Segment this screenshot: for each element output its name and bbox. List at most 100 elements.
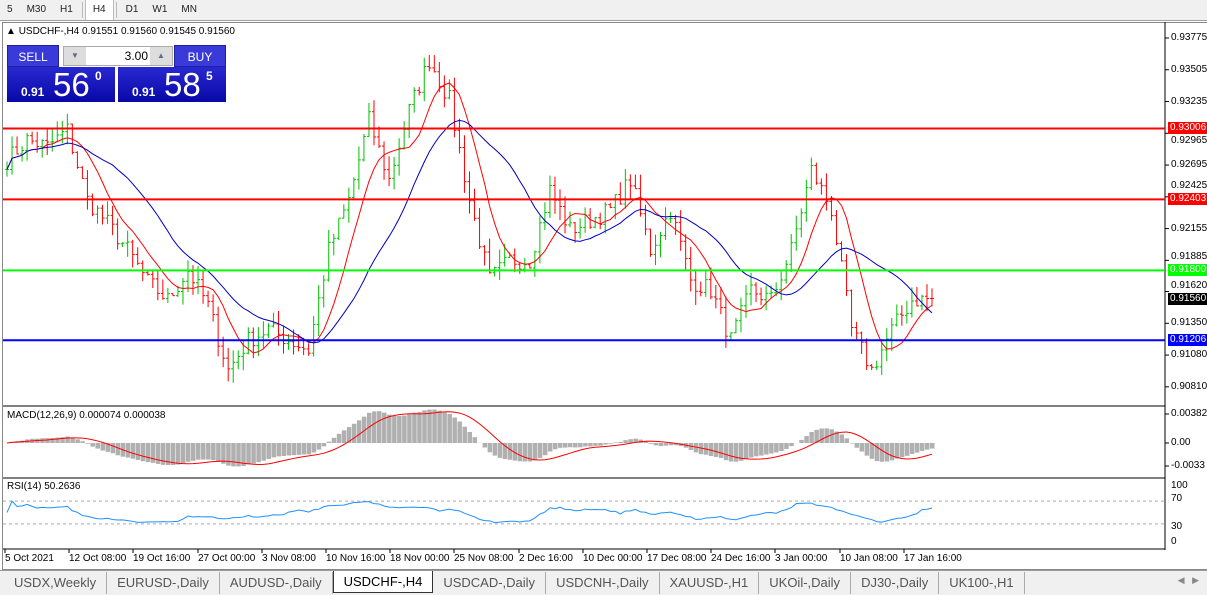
macd-histogram-bar (487, 443, 493, 453)
timeframe-h1[interactable]: H1 (60, 4, 73, 15)
buy-button[interactable]: BUY (174, 45, 226, 67)
macd-histogram-bar (859, 443, 865, 452)
macd-histogram-bar (527, 443, 533, 462)
macd-histogram-bar (517, 443, 523, 462)
macd-histogram-bar (432, 409, 437, 443)
sell-button[interactable]: SELL (7, 45, 59, 67)
price-axis-label: 0.92965 (1171, 135, 1207, 146)
macd-histogram-bar (145, 443, 151, 463)
rsi-line (6, 500, 933, 524)
macd-histogram-bar (663, 443, 669, 446)
time-axis-label: 17 Dec 08:00 (647, 553, 707, 564)
chart-window (2, 22, 1207, 570)
timeframe-mn[interactable]: MN (181, 4, 197, 15)
macd-histogram-bar (150, 443, 156, 463)
tab-ukoil-daily[interactable]: UKOil-,Daily (759, 572, 852, 594)
tab-uk100-h1[interactable]: UK100-,H1 (939, 572, 1025, 594)
macd-histogram-bar (502, 443, 508, 460)
lot-size-field: ▼ ▲ (63, 46, 173, 66)
triangle-up-icon[interactable]: ▲ (6, 26, 16, 37)
tab-eurusd-daily[interactable]: EURUSD-,Daily (107, 572, 220, 594)
lot-increase-icon[interactable]: ▲ (150, 47, 172, 65)
timeframe-m30[interactable]: M30 (26, 4, 47, 15)
macd-histogram-bar (281, 443, 286, 457)
macd-histogram-bar (653, 443, 659, 446)
timeframe-h4[interactable]: H4 (84, 0, 114, 20)
macd-histogram-bar (507, 443, 513, 460)
buy-price[interactable]: 0.91 58 5 (118, 67, 226, 102)
macd-histogram-bar (382, 412, 387, 443)
macd-histogram-bar (356, 420, 362, 443)
timeframe-5[interactable]: 5 (7, 4, 13, 15)
macd-histogram-bar (55, 437, 60, 443)
chart-canvas[interactable] (0, 0, 1207, 570)
macd-axis-label: -0.0033 (1171, 460, 1205, 471)
macd-histogram-bar (271, 443, 276, 458)
macd-histogram-bar (834, 431, 839, 443)
tab-usdcad-daily[interactable]: USDCAD-,Daily (433, 572, 547, 594)
macd-histogram-bar (909, 443, 915, 454)
macd-histogram-bar (658, 443, 664, 447)
macd-histogram-bar (864, 443, 870, 456)
macd-histogram-bar (919, 443, 925, 451)
macd-histogram-bar (75, 439, 80, 443)
tab-usdchf-h4[interactable]: USDCHF-,H4 (332, 571, 434, 593)
timeframe-w1[interactable]: W1 (152, 4, 168, 15)
sell-price-prefix: 0.91 (21, 85, 45, 99)
time-axis-label: 12 Oct 08:00 (69, 553, 127, 564)
macd-histogram-bar (482, 443, 488, 448)
timeframe-toolbar: 5 M30 H1 H4 D1 W1 MN (0, 0, 1207, 21)
level-price-tag: 0.91800 (1168, 264, 1207, 276)
tab-scroll-arrows[interactable]: ◀ ▶ (1177, 575, 1199, 585)
macd-histogram-bar (844, 438, 850, 443)
macd-histogram-bar (628, 439, 633, 443)
macd-histogram-bar (743, 443, 749, 460)
macd-histogram-bar (170, 443, 176, 466)
macd-histogram-bar (497, 443, 503, 458)
macd-histogram-bar (140, 443, 146, 462)
macd-histogram-bar (799, 439, 804, 443)
macd-histogram-bar (603, 443, 608, 445)
lot-input[interactable] (87, 47, 151, 65)
time-axis-label: 10 Nov 16:00 (326, 553, 386, 564)
macd-histogram-bar (321, 443, 327, 447)
macd-histogram-bar (673, 443, 679, 446)
macd-histogram-bar (588, 443, 593, 447)
time-axis-label: 10 Jan 08:00 (840, 553, 898, 564)
macd-histogram-bar (100, 443, 106, 451)
macd-histogram-bar (206, 443, 211, 460)
macd-histogram-bar (251, 443, 256, 464)
lot-decrease-icon[interactable]: ▼ (64, 47, 86, 65)
macd-histogram-bar (70, 437, 75, 443)
tab-dj30-daily[interactable]: DJ30-,Daily (851, 572, 940, 594)
macd-histogram-bar (819, 428, 824, 443)
macd-histogram-bar (472, 437, 478, 443)
timeframe-d1[interactable]: D1 (125, 4, 139, 15)
macd-histogram-bar (326, 441, 332, 443)
macd-histogram-bar (598, 443, 603, 446)
buy-price-pips: 58 (164, 67, 201, 102)
current-price-tag: 0.91560 (1168, 293, 1207, 305)
tab-usdcnh-daily[interactable]: USDCNH-,Daily (546, 572, 660, 594)
macd-histogram-bar (874, 443, 880, 462)
macd-histogram-bar (160, 443, 166, 465)
rsi-axis-label: 70 (1171, 493, 1183, 504)
macd-histogram-bar (60, 437, 65, 443)
time-axis-label: 17 Jan 16:00 (904, 553, 962, 564)
sell-price[interactable]: 0.91 56 0 (7, 67, 115, 102)
macd-histogram-bar (110, 443, 116, 454)
tab-audusd-daily[interactable]: AUDUSD-,Daily (220, 572, 333, 594)
tab-usdx-weekly[interactable]: USDX,Weekly (4, 572, 108, 594)
macd-histogram-bar (894, 443, 900, 459)
macd-histogram-bar (728, 443, 734, 462)
macd-histogram-bar (643, 441, 648, 443)
macd-histogram-bar (211, 443, 216, 461)
macd-histogram-bar (779, 443, 784, 452)
macd-histogram-bar (261, 443, 266, 461)
tab-xauusd-h1[interactable]: XAUUSD-,H1 (660, 572, 760, 594)
macd-histogram-bar (412, 412, 417, 443)
time-axis-label: 10 Dec 00:00 (583, 553, 643, 564)
macd-histogram-bar (512, 443, 518, 461)
macd-histogram-bar (301, 443, 307, 455)
macd-histogram-bar (221, 443, 226, 464)
